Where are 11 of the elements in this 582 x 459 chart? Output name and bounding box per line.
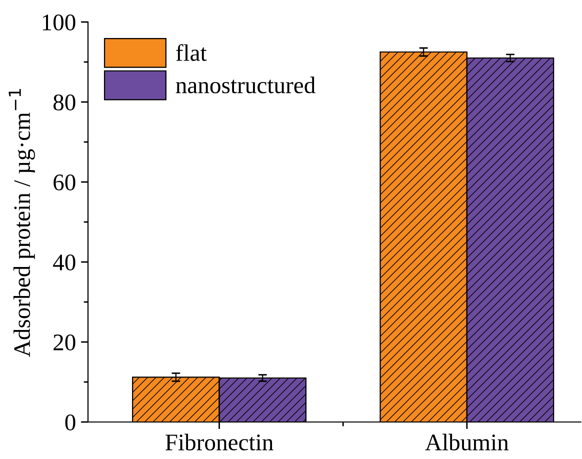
- y-tick-label: 0: [65, 414, 76, 430]
- y-tick-label: 40: [53, 254, 76, 270]
- y-tick-label: 80: [53, 94, 76, 110]
- y-axis-title: Adsorbed protein / µg·cm$^{−1}$: [8, 89, 35, 357]
- legend-label: nanostructured: [176, 76, 316, 94]
- y-tick-label: 60: [54, 174, 76, 190]
- y-tick-label: 100: [42, 14, 76, 30]
- y-tick-label: 20: [54, 334, 76, 350]
- x-tick-label: Fibronectin: [166, 434, 274, 450]
- legend-label: flat: [176, 44, 207, 61]
- x-tick-label: Albumin: [425, 434, 509, 450]
